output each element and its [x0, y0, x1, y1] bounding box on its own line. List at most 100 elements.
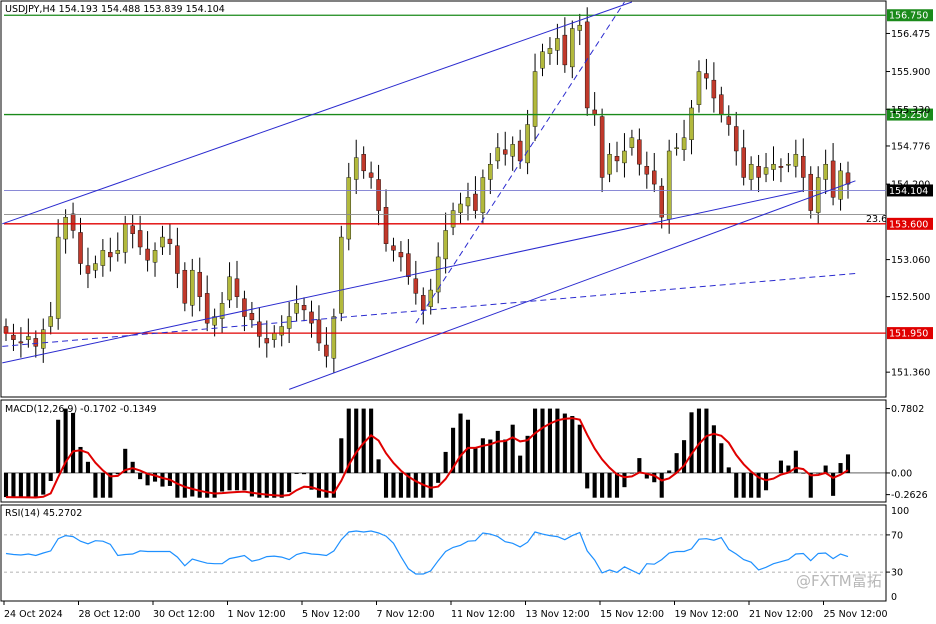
rsi-layer [4, 530, 886, 575]
time-label-4: 5 Nov 12:00 [302, 609, 360, 620]
candle-body-107 [801, 156, 806, 178]
candle-body-32 [242, 298, 247, 317]
rsi-tick-label-30: 30 [891, 568, 903, 579]
candle-body-57 [428, 289, 433, 307]
macd-bar-27 [205, 472, 210, 498]
candle-body-85 [637, 139, 642, 165]
candle-body-42 [316, 319, 322, 344]
macd-bar-75 [562, 413, 567, 473]
time-label-0: 24 Oct 2024 [4, 609, 63, 620]
macd-bar-105 [786, 465, 791, 473]
macd-bar-68 [510, 424, 515, 473]
macd-bar-77 [577, 424, 582, 473]
candle-body-18 [137, 230, 143, 248]
macd-bar-11 [85, 461, 91, 473]
macd-bar-45 [339, 438, 344, 473]
macd-bar-53 [398, 472, 403, 498]
candle-body-102 [763, 167, 769, 175]
macd-panel[interactable] [0, 399, 887, 503]
candle-body-59 [443, 230, 448, 260]
macd-bar-55 [413, 472, 418, 498]
price-tick-label-156.475: 156.475 [891, 29, 930, 40]
level-tag-153.600 [887, 217, 933, 230]
price-tick-label-155.900: 155.900 [891, 67, 930, 78]
candle-body-37 [279, 326, 284, 336]
symbol-header: USDJPY,H4 154.193 154.488 153.839 154.10… [5, 4, 225, 15]
macd-bar-35 [264, 472, 269, 498]
macd-bar-10 [78, 446, 83, 473]
time-label-8: 15 Nov 12:00 [600, 609, 664, 620]
macd-bar-110 [823, 465, 828, 473]
candle-body-13 [100, 250, 106, 266]
macd-bar-70 [525, 435, 530, 473]
macd-bar-62 [465, 419, 471, 473]
macd-bar-61 [458, 413, 463, 473]
macd-bar-82 [614, 472, 620, 498]
macd-bar-24 [182, 472, 187, 498]
macd-bar-41 [309, 472, 314, 490]
macd-bar-87 [652, 472, 657, 483]
macd-bar-20 [152, 472, 158, 482]
candle-body-94 [704, 73, 709, 79]
candle-body-61 [458, 203, 463, 213]
macd-bar-9 [71, 412, 76, 473]
level-tag-text-154.104: 154.104 [889, 186, 928, 197]
macd-bar-92 [689, 412, 694, 473]
macd-bar-90 [674, 453, 679, 473]
candle-body-99 [741, 147, 746, 178]
candle-body-44 [331, 316, 337, 359]
macd-bar-99 [741, 472, 746, 498]
rsi-line [5, 530, 849, 575]
macd-bar-26 [197, 472, 202, 498]
candle-body-11 [85, 265, 91, 274]
macd-bar-100 [749, 472, 754, 498]
candle-body-26 [197, 271, 202, 297]
candle-body-51 [383, 207, 389, 244]
candle-body-27 [204, 293, 210, 324]
candle-body-45 [339, 236, 344, 314]
level-tag-155.250 [887, 108, 933, 121]
macd-bar-80 [600, 472, 605, 498]
macd-bar-2 [18, 472, 23, 498]
candle-body-96 [719, 94, 724, 115]
macd-bar-85 [637, 458, 642, 473]
candle-body-105 [786, 164, 791, 166]
macd-bar-13 [100, 472, 105, 498]
candle-body-38 [286, 316, 292, 329]
candle-body-10 [78, 232, 83, 264]
macd-bar-19 [145, 472, 150, 486]
macd-bar-1 [11, 472, 16, 498]
macd-bar-8 [63, 408, 68, 473]
candle-body-6 [48, 316, 53, 327]
macd-bar-74 [555, 408, 560, 473]
macd-bar-96 [719, 443, 724, 473]
candle-body-82 [614, 156, 620, 162]
candle-body-53 [398, 252, 404, 258]
candle-body-19 [145, 248, 150, 261]
price-tick-label-153.060: 153.060 [891, 255, 930, 266]
macd-bar-16 [123, 448, 128, 473]
candle-body-73 [547, 48, 553, 54]
macd-bar-29 [220, 472, 225, 492]
candle-body-90 [674, 147, 679, 149]
macd-bar-28 [212, 472, 217, 498]
candle-body-74 [555, 38, 560, 51]
macd-tick-label--0.2626: -0.2626 [891, 490, 928, 501]
candle-body-83 [622, 150, 627, 164]
candle-body-33 [249, 313, 255, 321]
watermark: @FXTM富拓 [796, 572, 882, 590]
candle-body-56 [421, 295, 426, 311]
macd-bar-88 [659, 472, 664, 498]
candle-body-100 [748, 164, 754, 180]
price-tick-label-152.500: 152.500 [891, 292, 930, 303]
macd-bar-93 [696, 408, 702, 473]
candle-body-111 [830, 160, 836, 198]
level-tag-text-153.600: 153.600 [889, 219, 928, 230]
rsi-panel[interactable] [0, 504, 887, 602]
axis-layer: 156.475 155.900 155.330 154.776 154.200 153.0… [3, 29, 930, 620]
macd-bar-69 [518, 455, 523, 473]
price-panel[interactable] [0, 0, 887, 398]
candle-body-39 [294, 303, 299, 314]
macd-bar-63 [473, 448, 478, 473]
